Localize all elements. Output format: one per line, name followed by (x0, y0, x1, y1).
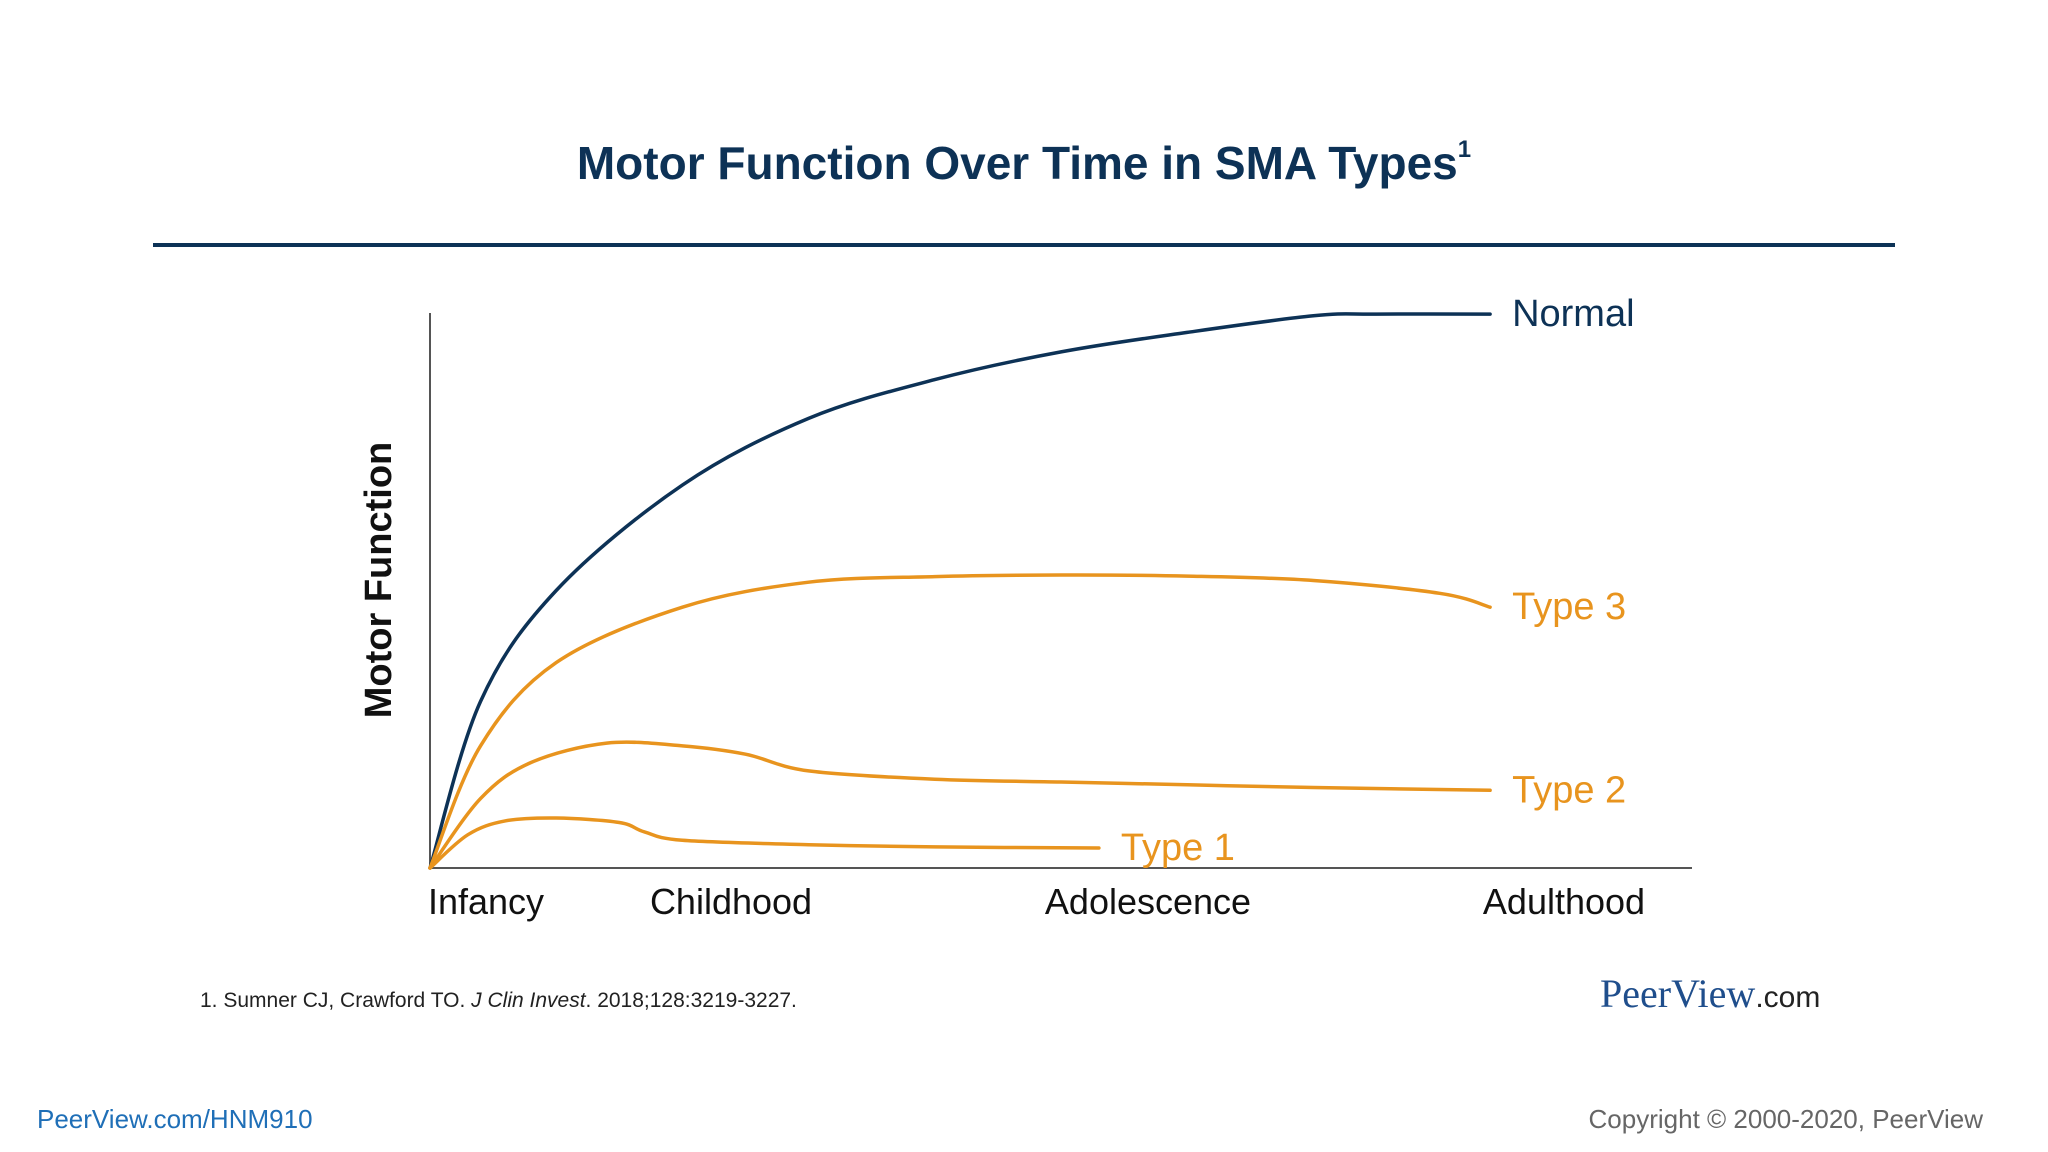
reference-prefix: 1. Sumner CJ, Crawford TO. (200, 989, 472, 1012)
x-tick-label-childhood: Childhood (650, 881, 812, 922)
series-label-normal: Normal (1512, 293, 1634, 335)
logo-suffix: .com (1755, 981, 1821, 1014)
title-divider (153, 243, 1895, 247)
reference-citation: 1. Sumner CJ, Crawford TO. J Clin Invest… (200, 989, 797, 1013)
series-label-type-2: Type 2 (1512, 769, 1626, 811)
peerview-logo: PeerView.com (1600, 970, 1820, 1017)
series-line-type-3 (428, 573, 1492, 870)
series-line-normal (428, 312, 1492, 870)
copyright-notice: Copyright © 2000-2020, PeerView (1588, 1104, 1983, 1134)
slide-title: Motor Function Over Time in SMA Types1 (0, 136, 2048, 190)
x-tick-labels: Infancy Childhood Adolescence Adulthood (428, 881, 1645, 922)
series-line-type-2 (428, 740, 1492, 870)
x-tick-label-infancy: Infancy (428, 881, 544, 922)
series-group (428, 312, 1492, 870)
logo-brand: PeerView (1600, 971, 1756, 1016)
series-line-type-1 (428, 816, 1101, 870)
footer-link[interactable]: PeerView.com/HNM910 (37, 1104, 313, 1134)
slide-title-text: Motor Function Over Time in SMA Types (576, 137, 1458, 189)
reference-suffix: . 2018;128:3219-3227. (585, 989, 797, 1012)
series-labels: Normal Type 3 Type 2 Type 1 (1121, 293, 1635, 869)
series-label-type-1: Type 1 (1121, 827, 1235, 869)
series-label-type-3: Type 3 (1512, 586, 1626, 628)
reference-journal: J Clin Invest (471, 989, 586, 1012)
x-tick-label-adolescence: Adolescence (1045, 881, 1251, 922)
x-tick-label-adulthood: Adulthood (1483, 881, 1645, 922)
y-axis-label: Motor Function (358, 442, 400, 718)
title-citation-superscript: 1 (1457, 135, 1472, 163)
